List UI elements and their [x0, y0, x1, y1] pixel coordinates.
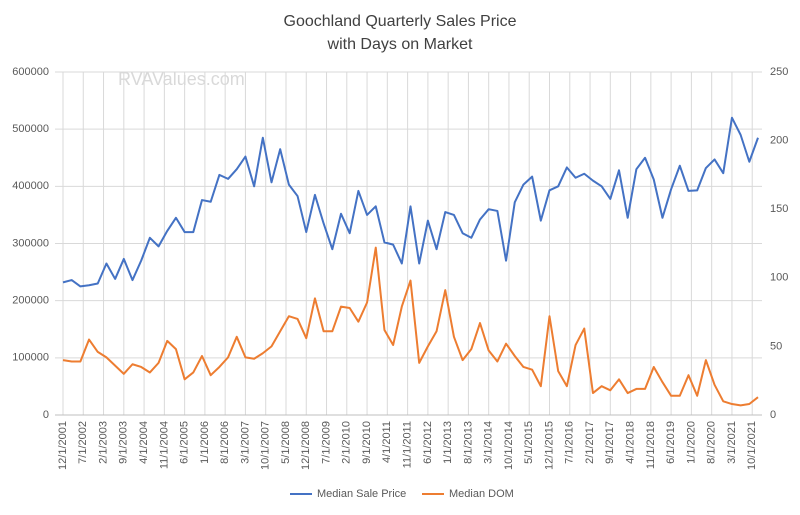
y-tick-label: 600000	[12, 66, 49, 78]
x-tick-label: 4/1/2011	[381, 421, 393, 463]
y-tick-label: 200000	[12, 295, 49, 307]
y2-tick-label: 200	[770, 135, 788, 147]
x-tick-label: 10/1/2021	[746, 421, 758, 470]
x-tick-label: 6/1/2012	[422, 421, 434, 464]
y2-tick-label: 50	[770, 340, 782, 352]
x-tick-label: 4/1/2004	[138, 421, 150, 464]
x-tick-label: 3/1/2014	[483, 421, 495, 464]
x-tick-label: 9/1/2003	[118, 421, 130, 464]
x-tick-label: 11/1/2004	[158, 421, 170, 469]
y2-tick-label: 100	[770, 272, 788, 284]
x-tick-label: 3/1/2021	[726, 421, 738, 464]
watermark: RVAValues.com	[118, 69, 245, 89]
x-tick-label: 12/1/2015	[543, 421, 555, 470]
x-tick-label: 10/1/2007	[260, 421, 272, 470]
y-tick-label: 300000	[12, 237, 49, 249]
chart-title: Goochland Quarterly Sales Price	[284, 13, 517, 30]
y2-tick-label: 150	[770, 203, 788, 215]
x-tick-label: 4/1/2018	[624, 421, 636, 464]
y-tick-label: 0	[43, 409, 49, 421]
y2-tick-label: 250	[770, 66, 788, 78]
x-tick-label: 1/1/2020	[685, 421, 697, 464]
x-tick-label: 12/1/2008	[300, 421, 312, 470]
x-tick-label: 1/1/2013	[442, 421, 454, 464]
x-tick-label: 6/1/2019	[665, 421, 677, 464]
legend-label: Median DOM	[449, 488, 514, 500]
x-tick-label: 2/1/2010	[341, 421, 353, 464]
x-tick-label: 3/1/2007	[239, 421, 251, 464]
x-tick-label: 6/1/2005	[179, 421, 191, 464]
x-tick-label: 11/1/2018	[645, 421, 657, 469]
x-tick-label: 5/1/2008	[280, 421, 292, 464]
x-tick-label: 9/1/2017	[604, 421, 616, 464]
series-line	[62, 116, 759, 288]
x-tick-label: 9/1/2010	[361, 421, 373, 464]
y2-tick-label: 0	[770, 409, 776, 421]
x-tick-label: 8/1/2020	[706, 421, 718, 464]
x-tick-label: 2/1/2003	[97, 421, 109, 464]
y-tick-label: 500000	[12, 123, 49, 135]
x-tick-label: 8/1/2006	[219, 421, 231, 464]
x-tick-label: 10/1/2014	[503, 421, 515, 470]
x-tick-label: 1/1/2006	[199, 421, 211, 464]
x-tick-label: 5/1/2015	[523, 421, 535, 464]
x-tick-label: 11/1/2011	[402, 421, 414, 468]
y-tick-label: 100000	[12, 352, 49, 364]
series-line	[62, 246, 759, 407]
y-tick-label: 400000	[12, 180, 49, 192]
x-tick-label: 7/1/2009	[320, 421, 332, 464]
x-tick-label: 2/1/2017	[584, 421, 596, 464]
x-tick-label: 7/1/2016	[564, 421, 576, 464]
x-tick-label: 7/1/2002	[77, 421, 89, 464]
chart-subtitle: with Days on Market	[327, 36, 473, 53]
x-tick-label: 12/1/2001	[57, 421, 69, 470]
x-tick-label: 8/1/2013	[462, 421, 474, 464]
legend-label: Median Sale Price	[317, 488, 406, 500]
